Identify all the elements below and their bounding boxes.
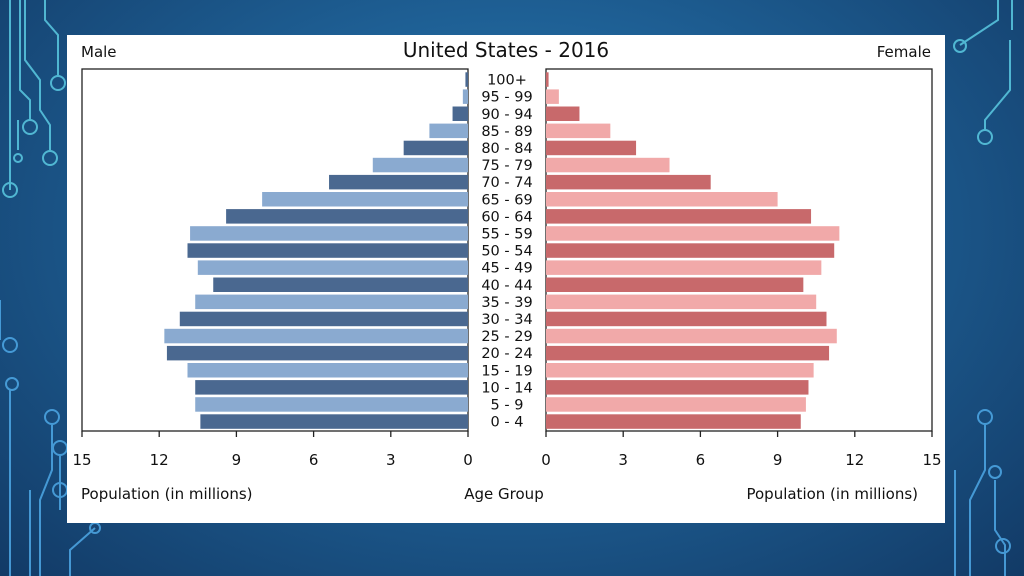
- male-x-tick-label: 15: [72, 451, 91, 469]
- male-label: Male: [81, 43, 117, 61]
- age-group-label: 45 - 49: [481, 261, 532, 277]
- female-bar: [546, 277, 804, 292]
- female-bars: [546, 72, 840, 429]
- female-bar: [546, 363, 814, 378]
- male-x-axis-title: Population (in millions): [81, 485, 253, 503]
- female-bar: [546, 72, 549, 87]
- age-group-label: 15 - 19: [481, 363, 532, 379]
- female-bar: [546, 209, 812, 224]
- female-x-tick-label: 6: [696, 451, 706, 469]
- age-group-label: 60 - 64: [481, 209, 532, 225]
- male-bar: [164, 328, 468, 344]
- age-group-label: 10 - 14: [481, 380, 532, 396]
- male-bar: [195, 294, 468, 310]
- female-bar: [546, 226, 840, 241]
- male-x-tick-label: 0: [463, 451, 473, 469]
- chart-panel: United States - 2016 Male Female 100+ 95 …: [67, 35, 945, 523]
- female-bar: [546, 192, 778, 207]
- male-bar: [179, 311, 468, 327]
- female-bar: [546, 157, 670, 173]
- female-x-tick-label: 12: [845, 451, 864, 469]
- age-group-label: 75 - 79: [481, 158, 532, 174]
- age-group-label: 50 - 54: [481, 244, 532, 260]
- female-bar: [546, 123, 611, 139]
- female-bar: [546, 311, 827, 327]
- female-bar: [546, 328, 837, 344]
- male-bar: [403, 140, 468, 156]
- male-x-tick-label: 3: [386, 451, 396, 469]
- male-bar: [187, 363, 469, 378]
- age-group-label: 25 - 29: [481, 329, 532, 345]
- male-bar: [197, 260, 469, 275]
- female-bar: [546, 345, 830, 361]
- age-group-label: 5 - 9: [491, 397, 524, 413]
- male-bar: [190, 226, 468, 241]
- male-bar: [195, 380, 468, 395]
- age-group-label: 55 - 59: [481, 226, 532, 242]
- male-bar: [226, 209, 468, 224]
- female-bar: [546, 106, 580, 121]
- age-group-label: 0 - 4: [491, 415, 524, 431]
- female-bar: [546, 260, 822, 275]
- female-bar: [546, 380, 809, 395]
- male-bar: [187, 243, 469, 258]
- age-group-label: 35 - 39: [481, 295, 532, 311]
- age-group-label: 40 - 44: [481, 278, 532, 294]
- female-bar: [546, 140, 637, 156]
- female-bar: [546, 414, 801, 429]
- age-group-label: 20 - 24: [481, 346, 532, 362]
- male-bar: [429, 123, 468, 139]
- age-group-label: 30 - 34: [481, 312, 532, 328]
- female-bar: [546, 243, 835, 258]
- male-bar: [462, 89, 468, 104]
- age-group-axis-title: Age Group: [464, 485, 543, 503]
- male-bars: [164, 72, 469, 429]
- female-x-tick-label: 15: [922, 451, 941, 469]
- age-group-label: 65 - 69: [481, 192, 532, 208]
- male-bar: [465, 72, 468, 87]
- age-group-label: 100+: [487, 73, 527, 89]
- male-x-axis: 0 3 6 9 12 15: [72, 431, 473, 469]
- male-x-tick-label: 12: [150, 451, 169, 469]
- population-pyramid-chart: United States - 2016 Male Female 100+95 …: [72, 38, 942, 503]
- male-bar: [372, 157, 468, 173]
- female-bar: [546, 174, 711, 190]
- male-bar: [166, 345, 469, 361]
- chart-title: United States - 2016: [403, 38, 609, 62]
- age-group-label: 80 - 84: [481, 141, 532, 157]
- female-x-tick-label: 0: [541, 451, 551, 469]
- female-x-tick-label: 3: [618, 451, 628, 469]
- age-group-label: 70 - 74: [481, 175, 532, 191]
- male-bar: [452, 106, 468, 121]
- female-bar: [546, 89, 559, 104]
- female-x-axis: 0 3 6 9 12 15: [541, 431, 942, 469]
- male-bar: [200, 414, 468, 429]
- female-x-tick-label: 9: [773, 451, 783, 469]
- female-x-axis-title: Population (in millions): [746, 485, 918, 503]
- female-bar: [546, 397, 806, 412]
- male-bar: [262, 192, 468, 207]
- age-group-label: 90 - 94: [481, 107, 532, 123]
- male-bar: [213, 277, 468, 292]
- male-bar: [329, 174, 468, 190]
- age-group-label: 85 - 89: [481, 124, 532, 140]
- male-bar: [195, 397, 468, 412]
- male-x-tick-label: 9: [232, 451, 242, 469]
- male-x-tick-label: 6: [309, 451, 319, 469]
- age-group-label: 95 - 99: [481, 90, 532, 106]
- female-label: Female: [877, 43, 931, 61]
- female-bar: [546, 294, 817, 310]
